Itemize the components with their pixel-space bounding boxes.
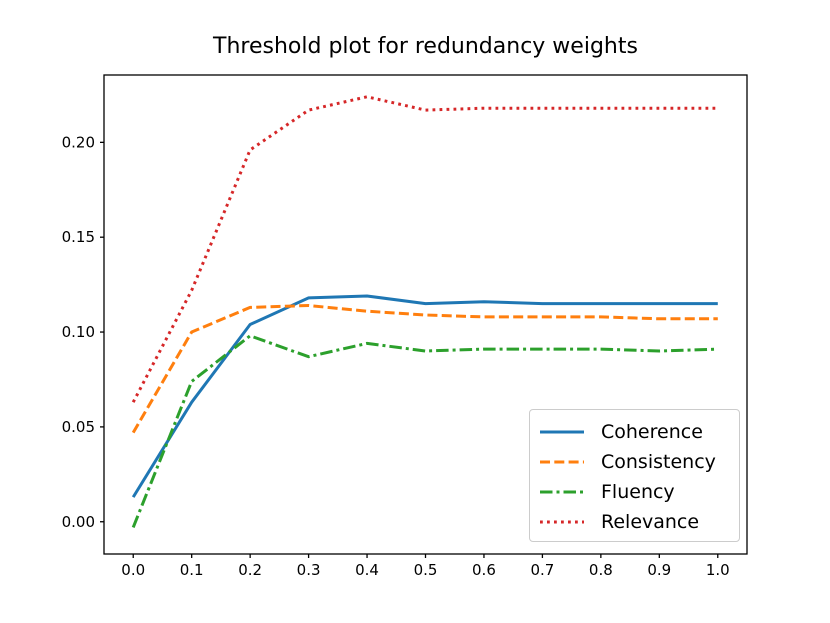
legend-item-relevance: Relevance [530, 507, 739, 537]
y-tick-label: 0.05 [62, 418, 95, 436]
x-tick-label: 0.2 [238, 561, 262, 579]
series-line-relevance [131, 95, 718, 403]
x-tick-label: 0.6 [472, 561, 496, 579]
legend-item-consistency: Consistency [530, 447, 739, 477]
x-tick-label: 0.0 [121, 561, 145, 579]
series-line-consistency [131, 304, 718, 434]
legend-line-sample-icon [540, 490, 584, 494]
legend-item-fluency: Fluency [530, 477, 739, 507]
x-tick-label: 0.1 [180, 561, 204, 579]
x-tick-label: 0.5 [414, 561, 438, 579]
x-tick-label: 0.8 [589, 561, 613, 579]
y-tick-label: 0.15 [62, 228, 95, 246]
x-tick-label: 0.7 [530, 561, 554, 579]
legend: Coherence Consistency Fluency Relevance [529, 409, 740, 542]
y-tick-label: 0.00 [62, 513, 95, 531]
x-tick-label: 1.0 [706, 561, 730, 579]
legend-item-coherence: Coherence [530, 417, 739, 447]
x-tick-label: 0.4 [355, 561, 379, 579]
legend-line-sample-icon [540, 520, 584, 524]
legend-label: Coherence [601, 421, 703, 443]
chart-title: Threshold plot for redundancy weights [213, 34, 638, 59]
legend-label: Consistency [601, 451, 716, 473]
series-line-fluency [131, 334, 718, 528]
y-tick-label: 0.20 [62, 133, 95, 151]
legend-line-sample-icon [540, 430, 584, 434]
y-tick-label: 0.10 [62, 323, 95, 341]
x-tick-label: 0.3 [297, 561, 321, 579]
legend-label: Relevance [601, 511, 700, 533]
legend-line-sample-icon [540, 460, 584, 464]
legend-label: Fluency [601, 481, 675, 503]
x-tick-label: 0.9 [647, 561, 671, 579]
